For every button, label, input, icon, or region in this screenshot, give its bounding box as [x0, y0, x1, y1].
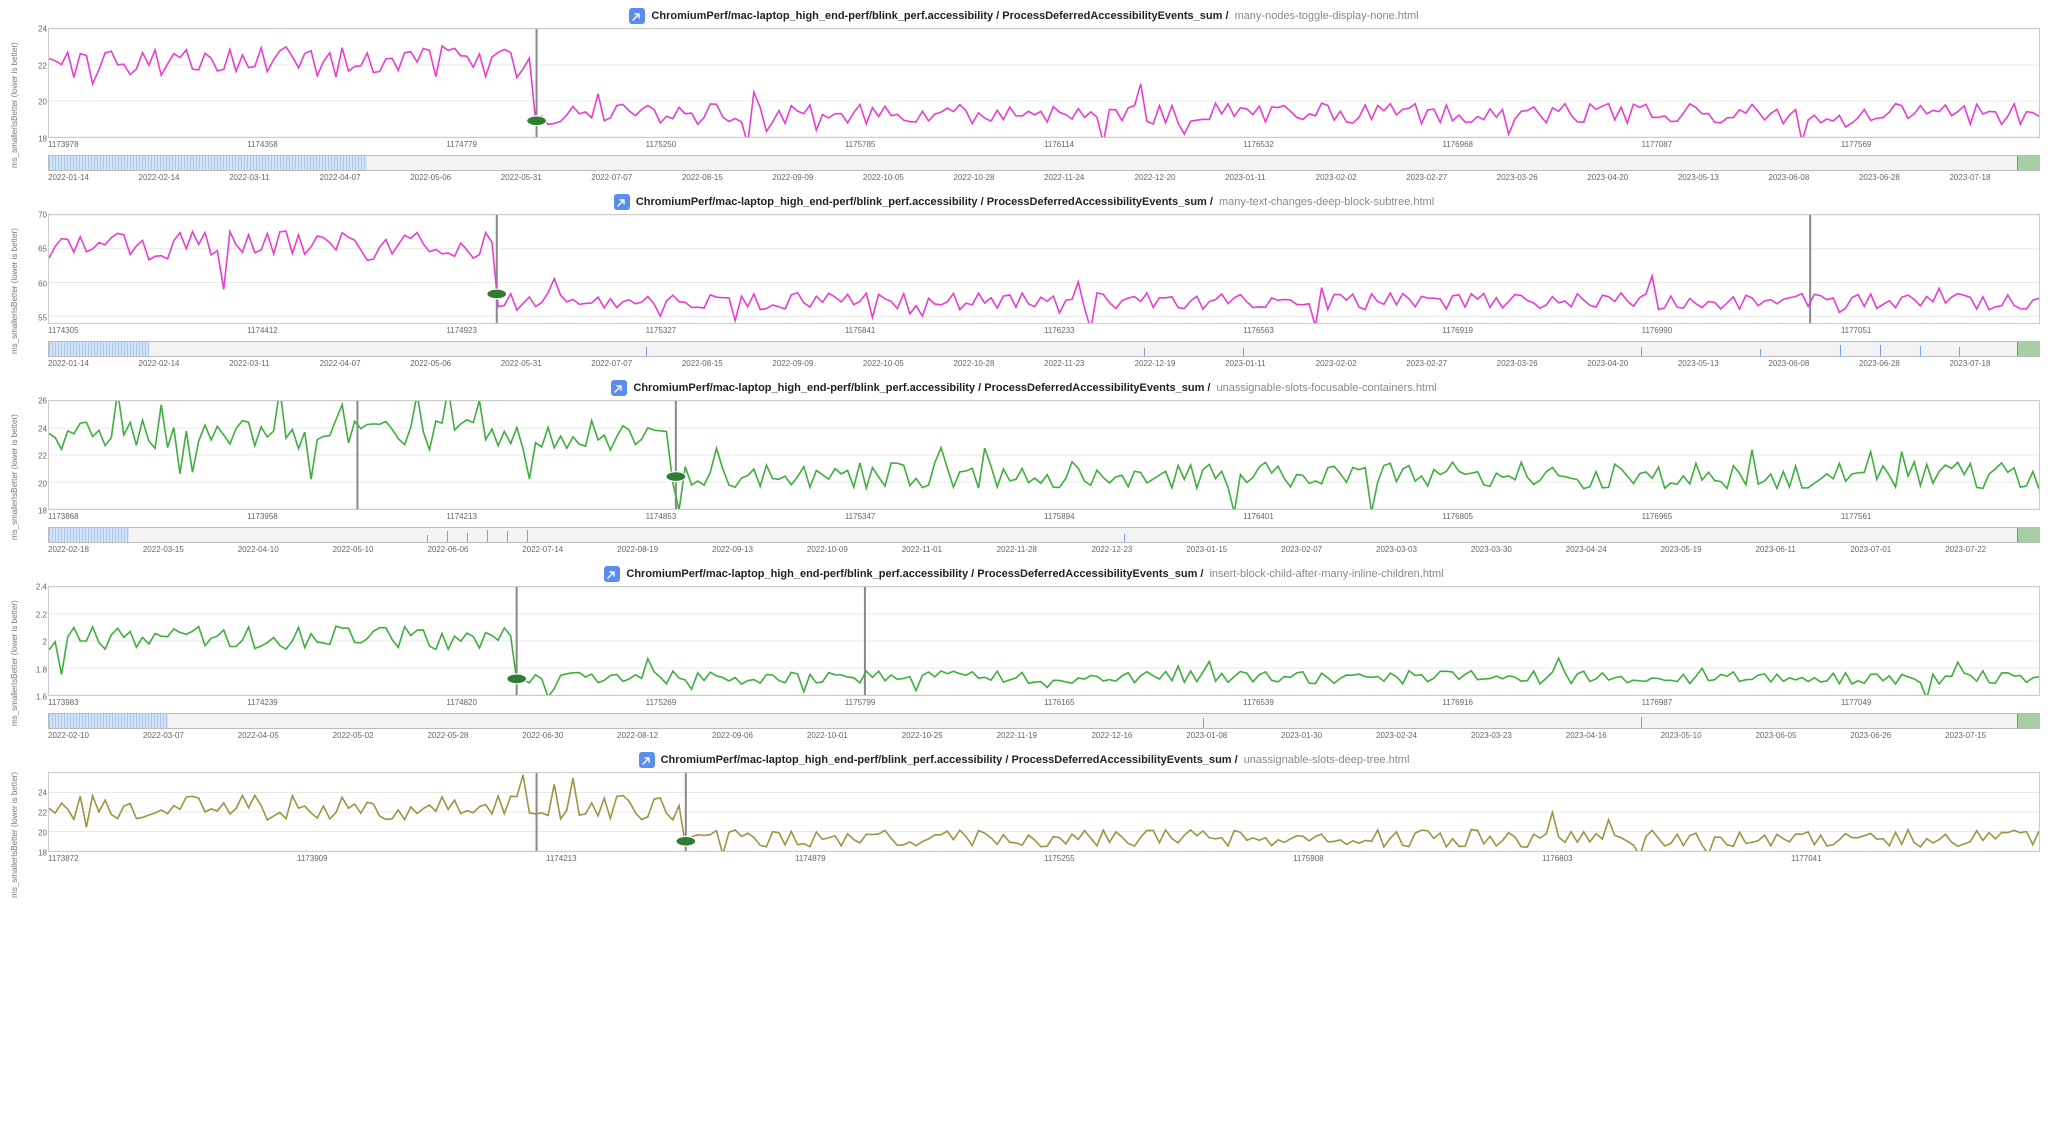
x-axis-revisions: 1173983117423911748201175269117579911761… [48, 696, 2040, 711]
chart-title-suffix: many-text-changes-deep-block-subtree.htm… [1219, 196, 1434, 208]
chart-plot[interactable]: 1.61.822.22.4 [48, 586, 2040, 696]
series-line [49, 775, 2039, 851]
overview-minimap[interactable] [48, 155, 2040, 171]
overview-minimap[interactable] [48, 341, 2040, 357]
chart-title-prefix: ChromiumPerf/mac-laptop_high_end-perf/bl… [636, 196, 1213, 208]
expand-icon[interactable] [611, 380, 627, 396]
chart-title: ChromiumPerf/mac-laptop_high_end-perf/bl… [8, 190, 2040, 214]
y-ticks: 18202224 [27, 773, 47, 851]
y-ticks: 1820222426 [27, 401, 47, 509]
chart-block: ChromiumPerf/mac-laptop_high_end-perf/bl… [8, 748, 2040, 898]
y-axis-label: ms_smallerIsBetter (lower is better) [8, 586, 22, 740]
x-axis-revisions: 1173868117395811742131174853117534711758… [48, 510, 2040, 525]
anomaly-marker[interactable] [666, 472, 686, 482]
y-axis-label: ms_smallerIsBetter (lower is better) [8, 28, 22, 182]
x-axis-revisions: 1173978117435811747791175250117578511761… [48, 138, 2040, 153]
chart-title-suffix: unassignable-slots-focusable-containers.… [1216, 382, 1436, 394]
expand-icon[interactable] [629, 8, 645, 24]
overview-handle[interactable] [2017, 156, 2039, 170]
anomaly-marker[interactable] [487, 289, 507, 299]
y-ticks: 18202224 [27, 29, 47, 137]
chart-title-suffix: insert-block-child-after-many-inline-chi… [1209, 568, 1443, 580]
overview-minimap[interactable] [48, 527, 2040, 543]
chart-title-suffix: unassignable-slots-deep-tree.html [1244, 754, 1410, 766]
x-axis-dates: 2022-02-182022-03-152022-04-102022-05-10… [48, 543, 2040, 554]
chart-plot[interactable]: 18202224 [48, 28, 2040, 138]
chart-title-prefix: ChromiumPerf/mac-laptop_high_end-perf/bl… [626, 568, 1203, 580]
chart-block: ChromiumPerf/mac-laptop_high_end-perf/bl… [8, 190, 2040, 368]
chart-plot[interactable]: 55606570 [48, 214, 2040, 324]
series-line [49, 46, 2039, 137]
overview-handle[interactable] [2017, 342, 2039, 356]
chart-title-suffix: many-nodes-toggle-display-none.html [1235, 10, 1419, 22]
chart-title-prefix: ChromiumPerf/mac-laptop_high_end-perf/bl… [633, 382, 1210, 394]
overview-handle[interactable] [2017, 528, 2039, 542]
chart-plot[interactable]: 18202224 [48, 772, 2040, 852]
overview-minimap[interactable] [48, 713, 2040, 729]
chart-title: ChromiumPerf/mac-laptop_high_end-perf/bl… [8, 748, 2040, 772]
expand-icon[interactable] [614, 194, 630, 210]
anomaly-marker[interactable] [527, 116, 547, 126]
chart-title-prefix: ChromiumPerf/mac-laptop_high_end-perf/bl… [661, 754, 1238, 766]
expand-icon[interactable] [639, 752, 655, 768]
chart-title: ChromiumPerf/mac-laptop_high_end-perf/bl… [8, 562, 2040, 586]
expand-icon[interactable] [604, 566, 620, 582]
x-axis-dates: 2022-02-102022-03-072022-04-052022-05-02… [48, 729, 2040, 740]
x-axis-revisions: 1173872117390911742131174879117525511759… [48, 852, 2040, 867]
anomaly-marker[interactable] [676, 836, 696, 846]
chart-title-prefix: ChromiumPerf/mac-laptop_high_end-perf/bl… [651, 10, 1228, 22]
chart-block: ChromiumPerf/mac-laptop_high_end-perf/bl… [8, 4, 2040, 182]
y-ticks: 55606570 [27, 215, 47, 323]
chart-title: ChromiumPerf/mac-laptop_high_end-perf/bl… [8, 376, 2040, 400]
chart-title: ChromiumPerf/mac-laptop_high_end-perf/bl… [8, 4, 2040, 28]
x-axis-dates: 2022-01-142022-02-142022-03-112022-04-07… [48, 357, 2040, 368]
series-line [49, 626, 2039, 695]
y-axis-label: ms_smallerIsBetter (lower is better) [8, 772, 22, 898]
series-line [49, 231, 2039, 323]
chart-plot[interactable]: 1820222426 [48, 400, 2040, 510]
chart-block: ChromiumPerf/mac-laptop_high_end-perf/bl… [8, 562, 2040, 740]
x-axis-revisions: 1174305117441211749231175327117584111762… [48, 324, 2040, 339]
anomaly-marker[interactable] [507, 674, 527, 684]
x-axis-dates: 2022-01-142022-02-142022-03-112022-04-07… [48, 171, 2040, 182]
overview-handle[interactable] [2017, 714, 2039, 728]
chart-block: ChromiumPerf/mac-laptop_high_end-perf/bl… [8, 376, 2040, 554]
y-ticks: 1.61.822.22.4 [27, 587, 47, 695]
y-axis-label: ms_smallerIsBetter (lower is better) [8, 400, 22, 554]
y-axis-label: ms_smallerIsBetter (lower is better) [8, 214, 22, 368]
